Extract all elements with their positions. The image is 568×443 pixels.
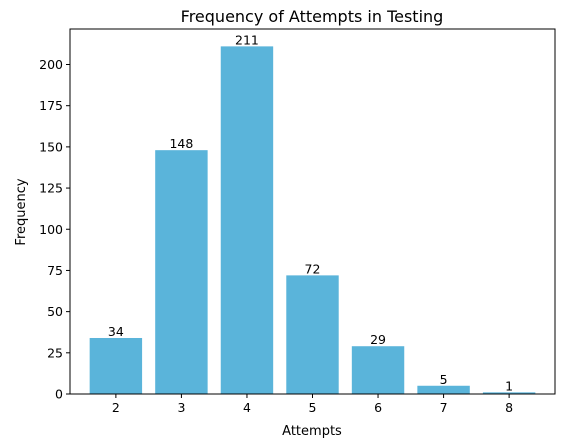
x-tick-label-7: 7 bbox=[440, 400, 448, 415]
data-labels-group: 34 148 211 72 29 5 1 bbox=[108, 32, 513, 393]
bars-group bbox=[89, 46, 536, 394]
y-tick-label-75: 75 bbox=[47, 263, 63, 278]
data-label-6: 29 bbox=[370, 332, 386, 347]
bar-attempts-2 bbox=[89, 337, 143, 394]
bar-attempts-5 bbox=[286, 275, 339, 394]
data-label-8: 1 bbox=[505, 378, 513, 393]
x-tick-label-2: 2 bbox=[112, 400, 120, 415]
bar-attempts-7 bbox=[417, 385, 470, 394]
x-tick-label-4: 4 bbox=[243, 400, 251, 415]
y-tick-label-200: 200 bbox=[39, 57, 63, 72]
chart-title: Frequency of Attempts in Testing bbox=[181, 7, 444, 26]
y-tick-label-175: 175 bbox=[39, 98, 63, 113]
bar-attempts-3 bbox=[155, 150, 208, 394]
data-label-4: 211 bbox=[235, 32, 259, 47]
x-tick-label-8: 8 bbox=[505, 400, 513, 415]
x-axis-ticks: 2 3 4 5 6 7 8 bbox=[112, 394, 513, 415]
data-label-5: 72 bbox=[305, 261, 321, 276]
y-tick-label-50: 50 bbox=[47, 304, 63, 319]
y-tick-label-0: 0 bbox=[55, 387, 63, 402]
x-axis-label: Attempts bbox=[282, 424, 342, 439]
x-tick-label-6: 6 bbox=[374, 400, 382, 415]
y-tick-label-125: 125 bbox=[39, 181, 63, 196]
y-axis-label: Frequency bbox=[14, 178, 29, 245]
bar-attempts-4 bbox=[220, 46, 274, 394]
x-tick-label-3: 3 bbox=[177, 400, 185, 415]
bar-attempts-8 bbox=[482, 392, 536, 394]
bar-attempts-6 bbox=[351, 346, 405, 394]
y-tick-label-25: 25 bbox=[47, 345, 63, 360]
x-tick-label-5: 5 bbox=[309, 400, 317, 415]
plot-frame bbox=[69, 28, 556, 395]
y-axis-ticks: 0 25 50 75 100 125 150 175 200 bbox=[39, 57, 70, 402]
data-label-2: 34 bbox=[108, 324, 124, 339]
data-label-7: 5 bbox=[440, 372, 448, 387]
y-tick-label-100: 100 bbox=[39, 222, 63, 237]
y-tick-label-150: 150 bbox=[39, 139, 63, 154]
data-label-3: 148 bbox=[169, 136, 193, 151]
